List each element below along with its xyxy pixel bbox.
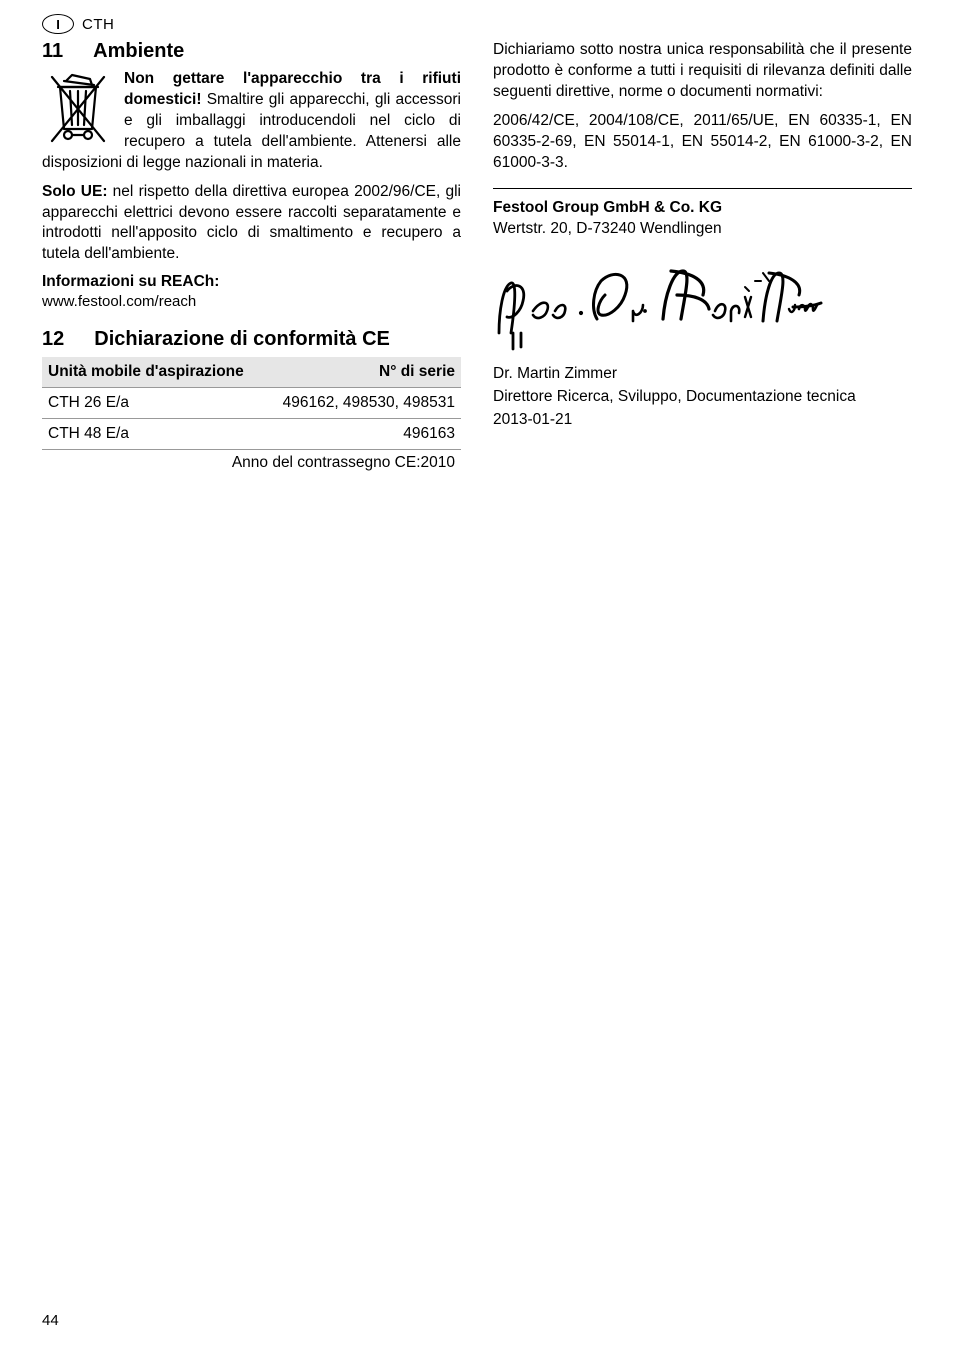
section-12-title: Dichiarazione di conformità CE <box>94 328 390 351</box>
section-11-heading: 11 Ambiente <box>42 40 461 63</box>
ce-th-serial: N° di serie <box>264 357 461 388</box>
ce-table-header-row: Unità mobile d'aspirazione N° di serie <box>42 357 461 388</box>
ce-r2-unit: CTH 48 E/a <box>42 419 264 450</box>
ce-r1-unit: CTH 26 E/a <box>42 388 264 419</box>
reach-link[interactable]: www.festool.com/reach <box>42 293 461 310</box>
ce-r2-serial: 496163 <box>264 419 461 450</box>
reach-heading: Informazioni su REACh: <box>42 273 461 291</box>
right-column: Dichiariamo sotto nostra unica responsab… <box>493 40 912 478</box>
section-11-title: Ambiente <box>93 40 184 63</box>
signature-block <box>493 251 912 356</box>
ce-row-1: CTH 26 E/a 496162, 498530, 498531 <box>42 388 461 419</box>
ce-table: Unità mobile d'aspirazione N° di serie C… <box>42 357 461 478</box>
language-badge: I <box>42 14 74 34</box>
ce-r1-serial: 496162, 498530, 498531 <box>264 388 461 419</box>
model-code: CTH <box>82 16 114 33</box>
language-code: I <box>56 17 60 32</box>
signature-date: 2013-01-21 <box>493 410 912 431</box>
signatory-role: Direttore Ricerca, Sviluppo, Documentazi… <box>493 387 912 408</box>
signatory-name: Dr. Martin Zimmer <box>493 364 912 385</box>
section-11-number: 11 <box>42 40 63 63</box>
ce-th-unit: Unità mobile d'aspirazione <box>42 357 264 388</box>
divider <box>493 188 912 189</box>
ce-row-2: CTH 48 E/a 496163 <box>42 419 461 450</box>
section-11-paragraph-2: Solo UE: nel rispetto della direttiva eu… <box>42 182 461 266</box>
weee-bin-icon <box>42 69 114 147</box>
signature-image <box>493 251 823 351</box>
company-name: Festool Group GmbH & Co. KG <box>493 199 912 217</box>
ce-footer-row: Anno del contrassegno CE:2010 <box>42 450 461 479</box>
page-number: 44 <box>42 1312 59 1329</box>
s11-p2-bold: Solo UE: <box>42 183 107 200</box>
section-11-paragraph-1: Non gettare l'apparecchio tra i rifiuti … <box>42 69 461 174</box>
declaration-standards: 2006/42/CE, 2004/108/CE, 2011/65/UE, EN … <box>493 111 912 174</box>
left-column: 11 Ambiente N <box>42 40 461 478</box>
declaration-intro: Dichiariamo sotto nostra unica responsab… <box>493 40 912 103</box>
company-address: Wertstr. 20, D-73240 Wendlingen <box>493 219 912 240</box>
section-12-heading: 12 Dichiarazione di conformità CE <box>42 328 461 351</box>
ce-year: Anno del contrassegno CE:2010 <box>42 450 461 479</box>
content-columns: 11 Ambiente N <box>42 40 912 478</box>
section-12-number: 12 <box>42 328 64 351</box>
page-header: I CTH <box>42 14 912 34</box>
